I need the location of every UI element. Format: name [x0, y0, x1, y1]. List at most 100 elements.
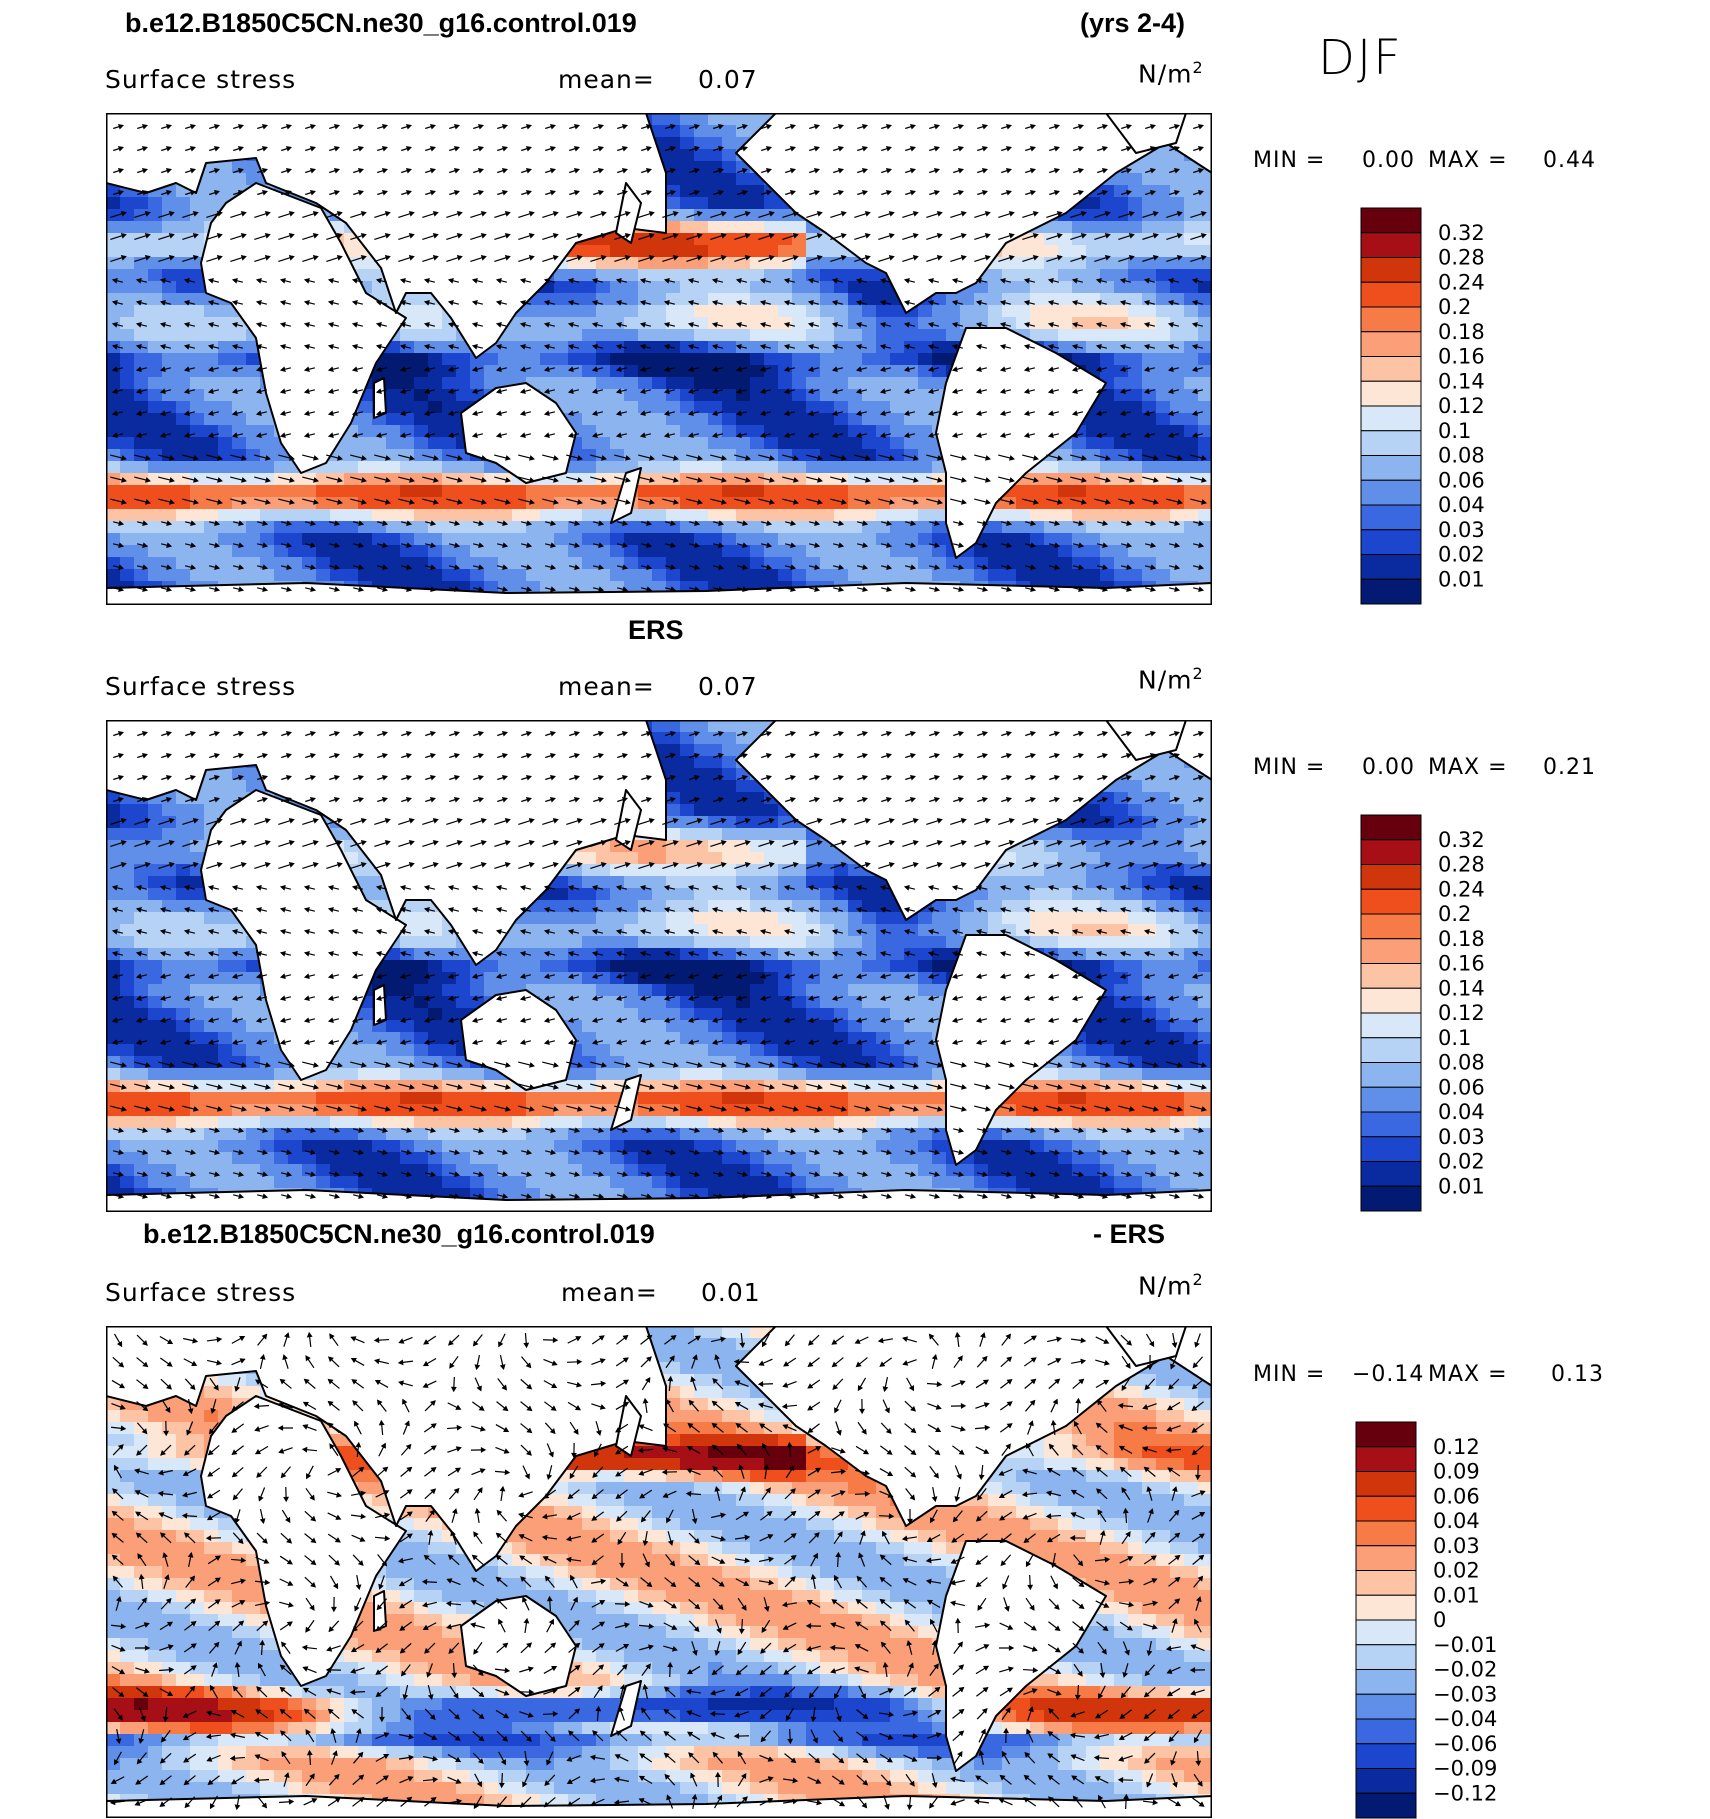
colorbar-swatch [1355, 1446, 1417, 1472]
colorbar-tick-label: 0.01 [1438, 567, 1485, 591]
panel2-max-label: MAX = [1428, 755, 1508, 780]
panel3-case-title: b.e12.B1850C5CN.ne30_g16.control.019 [143, 1219, 655, 1249]
panel1-units: N/m2 [1138, 58, 1204, 89]
panel1-min-label: MIN = [1253, 148, 1326, 173]
panel1-max-label: MAX = [1428, 148, 1508, 173]
panel2-units: N/m2 [1138, 664, 1204, 695]
colorbar-swatch [1360, 578, 1422, 605]
land-madagascar [373, 1590, 387, 1632]
colorbar-swatch [1360, 963, 1422, 989]
colorbar-swatch [1360, 504, 1422, 531]
colorbar-tick-label: −0.03 [1433, 1682, 1497, 1706]
colorbar-tick-label: 0.06 [1433, 1484, 1480, 1508]
colorbar-tick-label: −0.06 [1433, 1732, 1497, 1756]
colorbar-swatch [1360, 987, 1422, 1014]
colorbar-swatch [1360, 207, 1422, 234]
land-africa [200, 182, 407, 474]
colorbar-tick-label: 0.01 [1438, 1174, 1485, 1198]
panel1-max-value: 0.44 [1543, 148, 1596, 173]
colorbar-tick-label: 0.04 [1438, 493, 1485, 517]
season-label: DJF [1318, 30, 1403, 86]
panel3-units: N/m2 [1138, 1270, 1204, 1301]
colorbar-tick-label: 0.14 [1438, 369, 1485, 393]
colorbar-tick-label: 0.18 [1438, 927, 1485, 951]
colorbar-swatch [1355, 1545, 1417, 1571]
colorbar-tick-label: 0.04 [1433, 1509, 1480, 1533]
panel1-variable: Surface stress [105, 65, 297, 94]
colorbar-tick-label: 0.16 [1438, 345, 1485, 369]
colorbar-swatch [1355, 1570, 1417, 1596]
colorbar-swatch [1360, 938, 1422, 964]
colorbar-tick-label: 0.28 [1438, 853, 1485, 877]
panel2-mean-label: mean= [558, 672, 655, 701]
land-nz [610, 1074, 642, 1131]
colorbar-tick-label: 0.09 [1433, 1460, 1480, 1484]
panel3-mean-value: 0.01 [701, 1278, 761, 1307]
panel1-min-value: 0.00 [1362, 148, 1415, 173]
colorbar-tick-label: 0.32 [1438, 221, 1485, 245]
colorbar-tick-label: 0.14 [1438, 976, 1485, 1000]
colorbar-swatch [1360, 306, 1422, 333]
wind-vectors [110, 730, 1207, 1200]
colorbar-tick-label: 0.18 [1438, 320, 1485, 344]
colorbar-tick-label: 0.04 [1438, 1100, 1485, 1124]
colorbar-swatch [1360, 1062, 1422, 1088]
colorbar-swatch [1355, 1693, 1417, 1720]
colorbar-tick-label: 0.16 [1438, 952, 1485, 976]
colorbar-tick-label: −0.12 [1433, 1781, 1497, 1805]
colorbar-tick-label: 0.02 [1433, 1559, 1480, 1583]
colorbar-swatch [1360, 380, 1422, 407]
panel3-difference-suffix: - ERS [1093, 1219, 1166, 1249]
panel3-max-label: MAX = [1428, 1362, 1508, 1387]
colorbar-tick-label: 0.06 [1438, 1075, 1485, 1099]
panel3-min-label: MIN = [1253, 1362, 1326, 1387]
colorbar-tick-label: 0.08 [1438, 1051, 1485, 1075]
colorbar-swatch [1360, 554, 1422, 580]
panel2-colorbar: 0.320.280.240.20.180.160.140.120.10.080.… [1360, 814, 1485, 1212]
colorbar-swatch [1360, 430, 1422, 456]
colorbar-tick-label: 0.24 [1438, 877, 1485, 901]
colorbar-tick-label: −0.09 [1433, 1757, 1497, 1781]
land-greenland [1105, 113, 1187, 154]
colorbar-swatch [1355, 1594, 1417, 1621]
colorbar-tick-label: 0.1 [1438, 1026, 1471, 1050]
colorbar-swatch [1360, 839, 1422, 865]
land-madagascar [373, 377, 387, 419]
panel3-variable: Surface stress [105, 1278, 297, 1307]
colorbar-swatch [1360, 455, 1422, 481]
colorbar-tick-label: 0.32 [1438, 828, 1485, 852]
colorbar-tick-label: 0.24 [1438, 270, 1485, 294]
colorbar-swatch [1360, 356, 1422, 382]
colorbar-tick-label: −0.04 [1433, 1707, 1497, 1731]
panel2-min-label: MIN = [1253, 755, 1326, 780]
colorbar-swatch [1360, 1111, 1422, 1138]
panel2-map [106, 720, 1212, 1212]
panel3-map [106, 1326, 1212, 1818]
colorbar-tick-label: 0 [1433, 1608, 1446, 1632]
colorbar-swatch [1355, 1471, 1417, 1497]
panel2-max-value: 0.21 [1543, 755, 1596, 780]
colorbar-swatch [1360, 257, 1422, 283]
panel2-min-value: 0.00 [1362, 755, 1415, 780]
colorbar-swatch [1360, 1086, 1422, 1113]
land-madagascar [373, 984, 387, 1026]
colorbar-swatch [1355, 1743, 1417, 1769]
map-frame [106, 1326, 1212, 1818]
panel3-max-value: 0.13 [1551, 1362, 1604, 1387]
panel3-min-value: −0.14 [1352, 1362, 1425, 1387]
colorbar-tick-label: 0.12 [1438, 1001, 1485, 1025]
colorbar-swatch [1355, 1421, 1417, 1448]
land-samerica [935, 1540, 1107, 1772]
land-greenland [1105, 720, 1187, 761]
panel1-colorbar: 0.320.280.240.20.180.160.140.120.10.080.… [1360, 207, 1485, 605]
colorbar-swatch [1355, 1718, 1417, 1745]
colorbar-tick-label: 0.2 [1438, 902, 1471, 926]
colorbar-swatch [1360, 1012, 1422, 1039]
panel3-colorbar: 0.120.090.060.040.030.020.010−0.01−0.02−… [1355, 1421, 1497, 1819]
colorbar-swatch [1360, 479, 1422, 506]
colorbar-tick-label: −0.02 [1433, 1658, 1497, 1682]
panel1-mean-label: mean= [558, 65, 655, 94]
colorbar-swatch [1360, 281, 1422, 308]
colorbar-swatch [1360, 913, 1422, 940]
colorbar-swatch [1355, 1792, 1417, 1819]
